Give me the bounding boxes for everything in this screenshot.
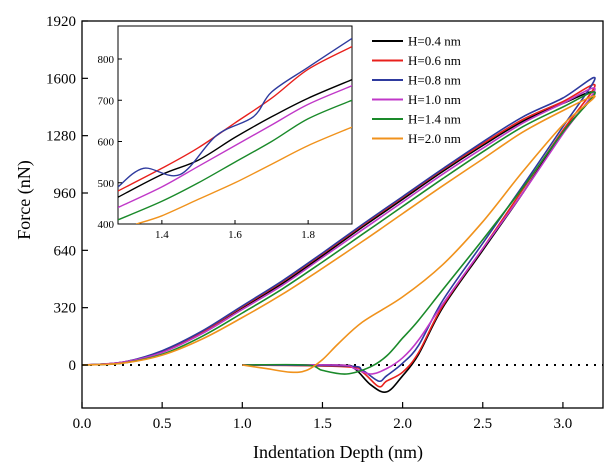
- inset-series-lines: [118, 37, 352, 224]
- legend-label: H=0.6 nm: [408, 53, 461, 68]
- legend-label: H=0.8 nm: [408, 73, 461, 88]
- x-tick-label: 1.5: [313, 416, 332, 432]
- legend-label: H=2.0 nm: [408, 131, 461, 146]
- inset-x-tick-label: 1.4: [155, 229, 169, 241]
- x-tick-label: 1.0: [233, 416, 252, 432]
- legend-label: H=1.4 nm: [408, 112, 461, 127]
- x-tick-label: 3.0: [554, 416, 573, 432]
- main-plot-frame: [81, 20, 604, 409]
- main-axes: 0.0 0.5 1.0 1.5 2.0 2.5 3.0 0 320 640 960 1280 1600 1…: [46, 14, 604, 432]
- inset-series-line: [118, 85, 352, 209]
- inset-x-tick-label: 1.6: [228, 229, 242, 241]
- series-line: [81, 95, 596, 374]
- y-tick-label: 1920: [46, 14, 76, 30]
- series-line: [81, 87, 596, 375]
- y-tick-label: 640: [54, 243, 77, 259]
- inset-y-tick-label: 800: [98, 54, 115, 66]
- inset-y-tick-label: 600: [98, 137, 115, 149]
- inset-series-line: [136, 126, 352, 224]
- y-tick-label: 960: [54, 186, 77, 202]
- legend: H=0.4 nm H=0.6 nm H=0.8 nm H=1.0 nm H=1.4 nm…: [372, 34, 461, 146]
- inset-x-tick-label: 1.8: [301, 229, 315, 241]
- main-series-lines: [81, 76, 596, 393]
- y-tick-label: 1600: [46, 71, 76, 87]
- y-tick-label: 320: [54, 301, 77, 317]
- legend-label: H=1.0 nm: [408, 92, 461, 107]
- y-axis-label: Force (nN): [14, 160, 35, 239]
- inset-y-tick-label: 400: [98, 219, 115, 231]
- x-tick-label: 2.0: [393, 416, 412, 432]
- x-tick-label: 2.5: [473, 416, 492, 432]
- inset-y-tick-label: 700: [98, 95, 115, 107]
- inset-y-tick-label: 500: [98, 178, 115, 190]
- x-axis-label: Indentation Depth (nm): [253, 442, 423, 463]
- x-tick-label: 0.5: [153, 416, 172, 432]
- y-tick-label: 1280: [46, 129, 76, 145]
- legend-label: H=0.4 nm: [408, 34, 461, 49]
- series-line: [81, 76, 596, 383]
- y-tick-label: 0: [69, 358, 77, 374]
- inset-series-line: [118, 78, 352, 198]
- series-line: [81, 91, 596, 375]
- inset-series-line: [118, 37, 352, 188]
- inset-series-line: [118, 99, 352, 221]
- inset-plot: 1.4 1.6 1.8 400 500 600 700 800: [98, 25, 353, 241]
- x-tick-label: 0.0: [73, 416, 92, 432]
- inset-series-line: [118, 45, 352, 192]
